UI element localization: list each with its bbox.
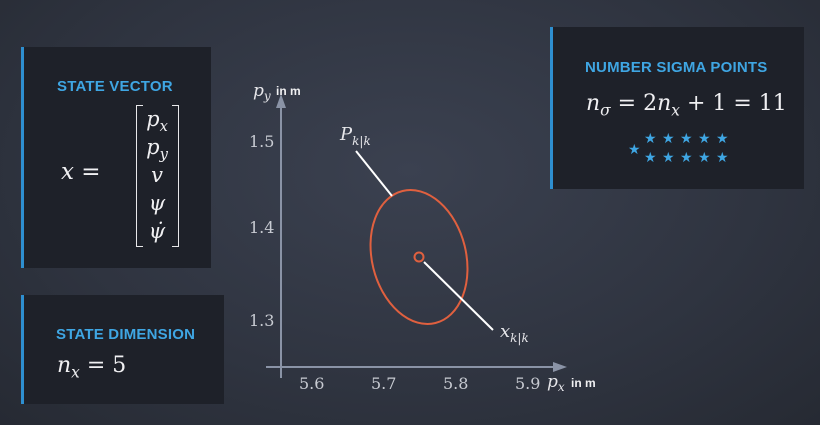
y-tick-label: 1.5 [249,132,274,151]
y-tick-label: 1.4 [249,218,274,237]
sigma-point-star-icon: ★ [698,149,711,165]
sigma-points-title: NUMBER SIGMA POINTS [585,59,768,76]
x-tick-label: 5.6 [299,374,324,393]
y-axis-arrowhead [276,94,286,108]
y-tick-label: 1.3 [249,311,274,330]
sigma-point-star-icon: ★ [680,149,693,165]
state-mean-point [413,251,425,263]
state-dimension-panel: STATE DIMENSION nx = 5 [21,295,224,404]
sigma-point-star-icon: ★ [716,130,729,146]
sigma-point-star-icon: ★ [698,130,711,146]
sigma-point-star-icon: ★ [662,149,675,165]
vector-entry-psi: ψ [148,191,166,215]
vector-entry-py: py [146,135,168,164]
y-axis-unit: in m [276,84,301,98]
state-vector-title: STATE VECTOR [57,78,173,95]
x-tick-label: 5.9 [515,374,540,393]
covariance-ellipse [369,189,469,325]
sigma-point-star-icon: ★ [662,130,675,146]
y-axis-variable: py [253,81,271,103]
sigma-point-star-icon: ★ [680,130,693,146]
x-tick-label: 5.7 [371,374,396,393]
x-axis-unit: in m [571,376,596,390]
covariance-label: Pk|k [339,124,371,148]
sigma-point-star-icon: ★ [628,141,641,157]
x-axis-variable: px [547,372,565,394]
vector-right-bracket [172,105,179,247]
covariance-leader-line [355,150,393,197]
state-vector-panel: STATE VECTOR x = px py v ψ ψ̇ [21,47,211,268]
sigma-point-star-icon: ★ [716,149,729,165]
x-axis-arrowhead [553,362,567,372]
sigma-points-panel: NUMBER SIGMA POINTS nσ = 2nx + 1 = 11 ★ ★… [550,27,804,189]
state-dimension-title: STATE DIMENSION [56,326,196,343]
sigma-point-star-icon: ★ [644,130,657,146]
state-mean-label: xk|k [500,321,529,345]
state-dimension-formula: nx = 5 [57,353,127,382]
mean-leader-line [423,261,494,331]
vector-left-bracket [136,105,143,247]
vector-entry-psi-dot: ψ̇ [148,219,166,243]
state-vector-lhs: x = [61,159,101,185]
x-tick-label: 5.8 [443,374,468,393]
sigma-points-formula: nσ = 2nx + 1 = 11 [586,91,787,120]
sigma-point-star-icon: ★ [644,149,657,165]
vector-entry-v: v [151,163,163,187]
vector-entry-px: px [146,107,168,136]
